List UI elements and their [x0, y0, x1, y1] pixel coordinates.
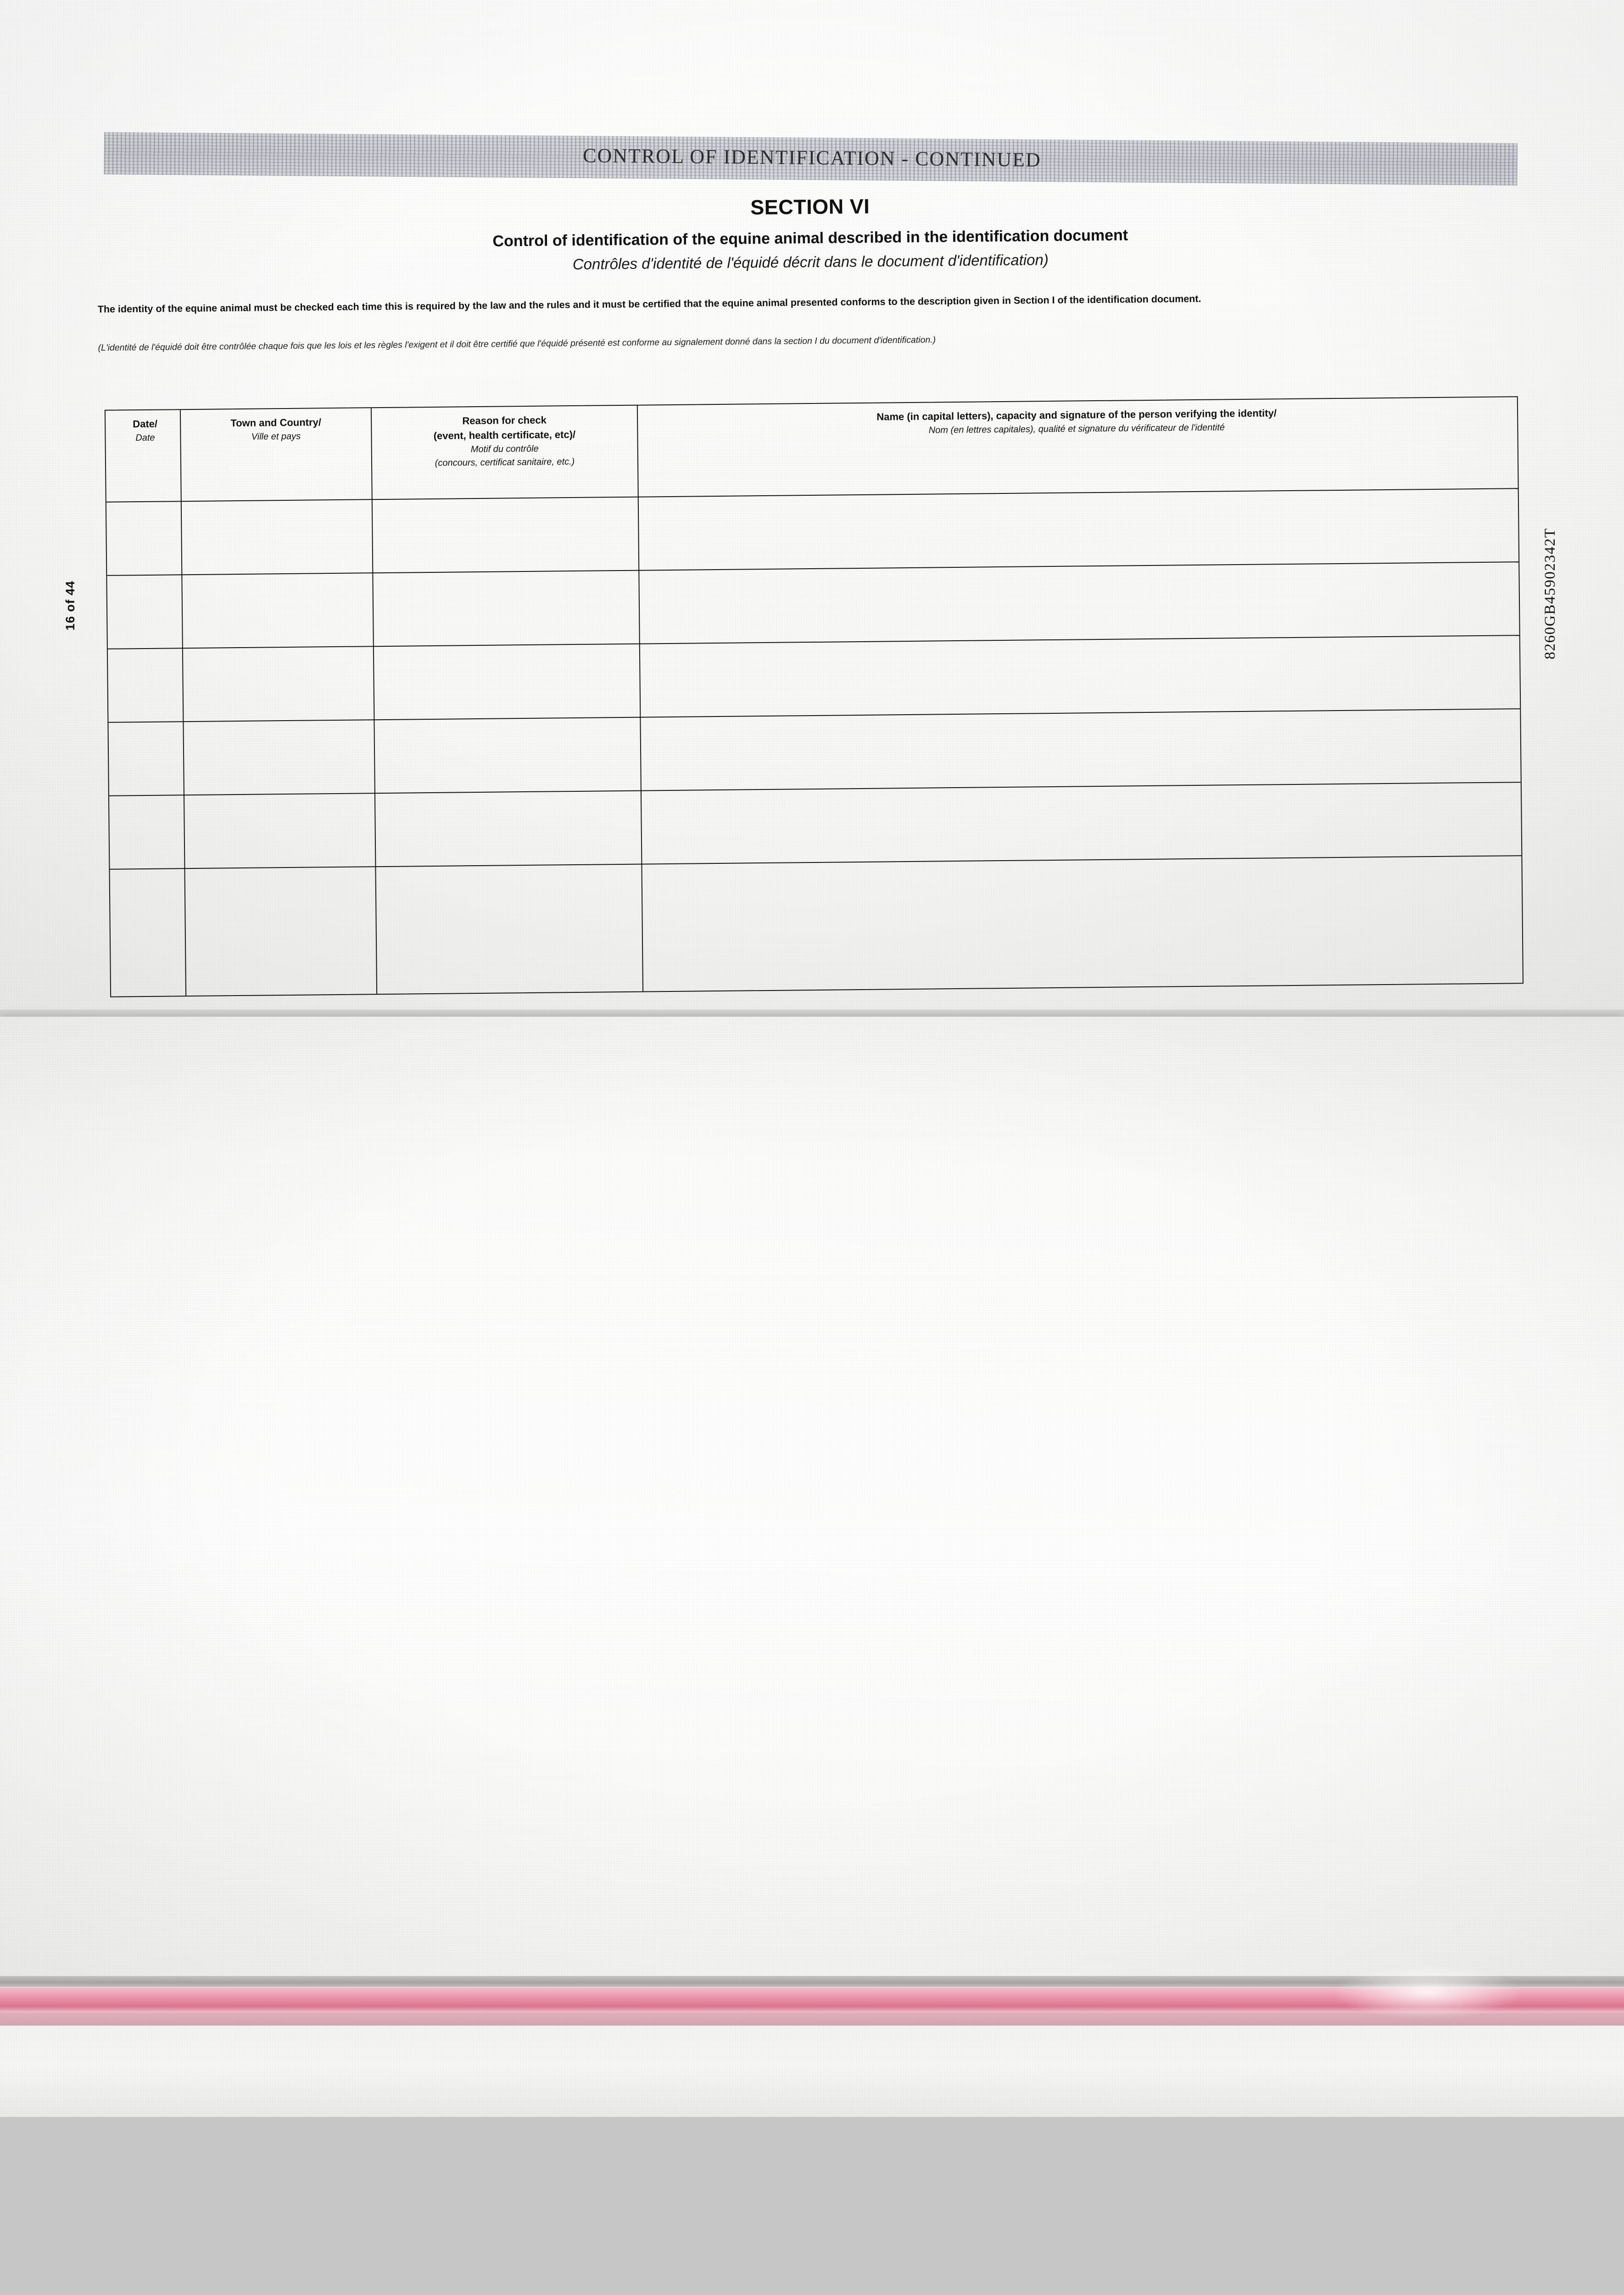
col-header-town-country: Town and Country/ Ville et pays	[230, 416, 322, 442]
col-header-reason: Reason for check (event, health certific…	[433, 414, 576, 468]
section-6-paragraph-fr: (L'identité de l'équidé doit être contrô…	[98, 335, 936, 353]
bottom-page-sheet: SECTION VII Equine influenza only or equ…	[0, 1017, 1624, 2295]
col-header-verifier: Name (in capital letters), capacity and …	[876, 407, 1277, 436]
scan-glare	[1331, 1965, 1524, 2020]
top-page-number: 16 of 44	[63, 581, 77, 631]
section-6-title: SECTION VI	[750, 194, 870, 219]
top-passport-code: 8260GB45902342T	[1542, 528, 1558, 660]
col-header-date: Date/ Date	[133, 418, 158, 443]
identification-control-table: Date/ Date Town and Country/ Ville et pa…	[104, 396, 1524, 997]
top-page-sheet: CONTROL OF IDENTIFICATION - CONTINUED SE…	[0, 0, 1624, 1030]
paper-texture-2	[0, 1017, 1624, 1985]
section-6-paragraph-en: The identity of the equine animal must b…	[97, 293, 1201, 315]
background-area	[0, 2117, 1624, 2295]
